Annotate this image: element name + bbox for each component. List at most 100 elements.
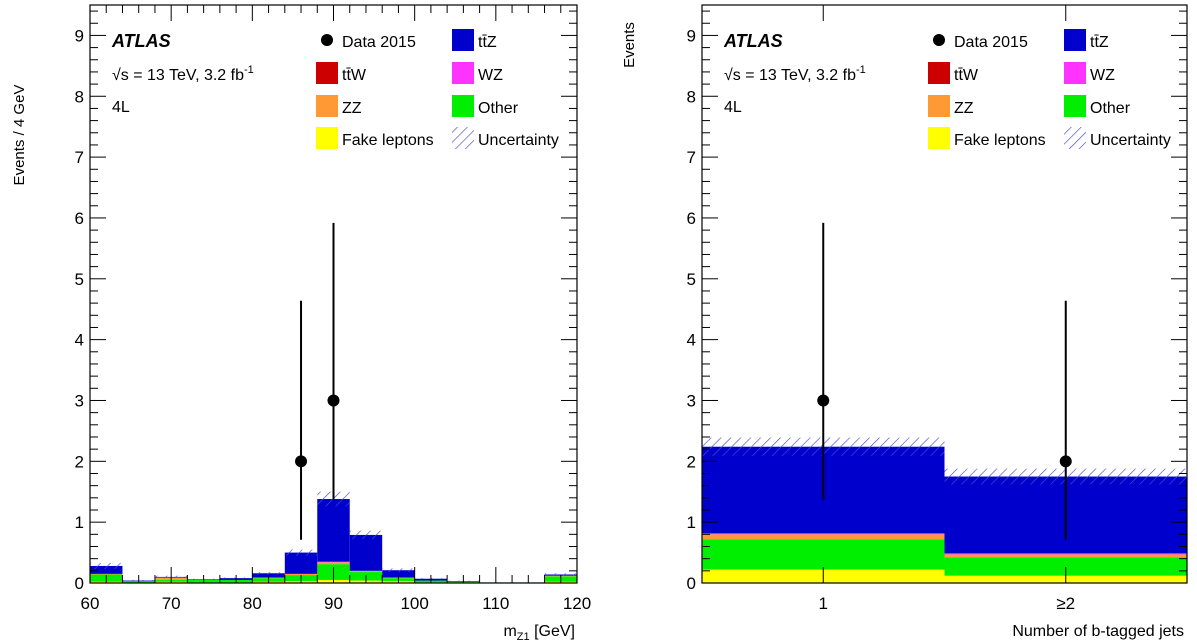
right-energy-label: √s = 13 TeV, 3.2 fb-1 (724, 64, 866, 84)
left-x-axis-label: mZ1 [GeV] (503, 623, 575, 643)
left-uncertainty-band-0 (90, 562, 123, 570)
right-x-axis-label: Number of b-tagged jets (1012, 623, 1184, 640)
right-legend-other: Other (1064, 95, 1131, 117)
left-energy-superscript: -1 (244, 64, 254, 76)
left-y-tick-label: 4 (75, 331, 84, 350)
right-legend: Data 2015 tt̄Z tt̄W WZ ZZ Other Fake leptons Un… (928, 29, 1171, 149)
right-y-tick-label: 9 (687, 26, 696, 45)
left-y-tick-label: 6 (75, 209, 84, 228)
left-legend-unc-label: Uncertainty (478, 132, 559, 149)
right-legend-unc: Uncertainty (1064, 127, 1171, 149)
left-x-tick-label: 70 (162, 594, 181, 613)
right-x-tick-label: 1 (819, 594, 828, 613)
left-bar-zz-0 (90, 573, 123, 575)
right-legend-other-label: Other (1090, 100, 1131, 117)
left-bar-wz-7 (317, 561, 350, 563)
right-bar-other-1 (944, 557, 1187, 576)
left-atlas-label: ATLAS (111, 31, 171, 51)
right-legend-zz: ZZ (928, 95, 974, 117)
left-uncertainty-band-5 (252, 572, 285, 575)
left-x-tick-label: 90 (324, 594, 343, 613)
right-legend-data-label: Data 2015 (954, 34, 1028, 51)
left-legend-wz-swatch (452, 62, 474, 84)
right-legend-wz-swatch (1064, 62, 1086, 84)
right-bar-zz-0 (702, 534, 945, 540)
right-energy-text: √s = 13 TeV, 3.2 fb (724, 67, 856, 84)
left-legend-other-swatch (452, 95, 474, 117)
right-legend-fake: Fake leptons (928, 127, 1046, 149)
left-legend-other: Other (452, 95, 519, 117)
left-y-tick-label: 5 (75, 270, 84, 289)
left-legend-zz-label: ZZ (342, 100, 362, 117)
left-energy-label: √s = 13 TeV, 3.2 fb-1 (112, 64, 254, 84)
right-data-points (817, 222, 1072, 540)
left-legend-ttz-swatch (452, 29, 474, 51)
right-y-tick-label: 5 (687, 270, 696, 289)
left-legend-data-marker (321, 34, 333, 46)
left-bar-ttz-6 (284, 552, 318, 574)
left-region-label: 4L (112, 99, 130, 116)
left-y-axis-label: Events / 4 GeV (11, 85, 28, 186)
right-stack-bars (702, 446, 1187, 583)
left-y-tick-label: 8 (75, 87, 84, 106)
left-y-tick-label: 1 (75, 513, 84, 532)
left-x-tick-label: 80 (243, 594, 262, 613)
right-legend-ttz-label: tt̄Z (1090, 34, 1109, 51)
right-bar-ttw-1 (944, 553, 1187, 554)
left-legend-ttz-label: tt̄Z (478, 34, 497, 51)
right-y-axis-label: Events (621, 22, 638, 68)
right-legend-ttz: tt̄Z (1064, 29, 1109, 51)
left-bar-zz-8 (349, 570, 383, 573)
left-y-tick-label: 9 (75, 26, 84, 45)
left-x-axis-label-main: m (503, 623, 516, 640)
right-legend-zz-swatch (928, 95, 950, 117)
left-data-point-1 (327, 394, 340, 407)
right-bar-zz-1 (944, 554, 1187, 558)
right-legend-fake-label: Fake leptons (954, 132, 1046, 149)
right-bar-wz-0 (702, 533, 945, 535)
left-x-axis-label-unit: [GeV] (530, 623, 575, 640)
right-legend-other-swatch (1064, 95, 1086, 117)
left-uncertainty-band-6 (284, 549, 318, 556)
left-legend-wz-label: WZ (478, 67, 503, 84)
right-plot-frame (701, 4, 1188, 584)
right-y-tick-label: 2 (687, 452, 696, 471)
right-region-label: 4L (724, 99, 742, 116)
left-legend-zz-swatch (316, 95, 338, 117)
right-energy-superscript: -1 (856, 64, 866, 76)
right-y-tick-label: 4 (687, 331, 696, 350)
left-uncertainty-band-14 (544, 573, 577, 576)
left-x-tick-label: 120 (563, 594, 591, 613)
right-y-tick-label: 6 (687, 209, 696, 228)
left-uncertainty-band-8 (349, 530, 383, 540)
left-y-tick-label: 0 (75, 574, 84, 593)
right-x-tick-label: ≥2 (1056, 594, 1075, 613)
right-atlas-block: ATLAS √s = 13 TeV, 3.2 fb-1 4L (723, 31, 866, 116)
left-legend: Data 2015 tt̄Z tt̄W WZ ZZ Other Fake leptons Un… (316, 29, 559, 149)
right-bar-wz-1 (944, 553, 1187, 555)
right-atlas-label: ATLAS (723, 31, 783, 51)
left-data-point-0 (295, 455, 308, 468)
left-panel: 0 1 2 3 4 5 6 7 8 9 60 70 80 90 100 110 120 Events / 4 G… (11, 4, 591, 643)
right-legend-ttw: tt̄W (928, 62, 979, 84)
left-x-tick-label: 100 (400, 594, 428, 613)
right-legend-ttz-swatch (1064, 29, 1086, 51)
left-legend-fake: Fake leptons (316, 127, 434, 149)
right-y-tick-label: 7 (687, 148, 696, 167)
left-y-tick-label: 3 (75, 391, 84, 410)
left-uncertainty-band-9 (382, 568, 415, 573)
left-bar-ttz-9 (382, 570, 415, 578)
right-y-tick-label: 0 (687, 574, 696, 593)
left-legend-unc-swatch (452, 127, 474, 149)
right-bar-other-0 (702, 539, 945, 570)
left-legend-ttw-swatch (316, 62, 338, 84)
right-legend-data-marker (933, 34, 945, 46)
left-data-points (295, 222, 340, 540)
left-bar-ttz-8 (349, 534, 383, 571)
right-axes: 0 1 2 3 4 5 6 7 8 9 1 ≥2 (687, 4, 1188, 613)
left-x-tick-label: 60 (81, 594, 100, 613)
left-legend-ttw-label: tt̄W (342, 67, 367, 84)
left-legend-data: Data 2015 (321, 34, 416, 51)
left-legend-unc: Uncertainty (452, 127, 559, 149)
